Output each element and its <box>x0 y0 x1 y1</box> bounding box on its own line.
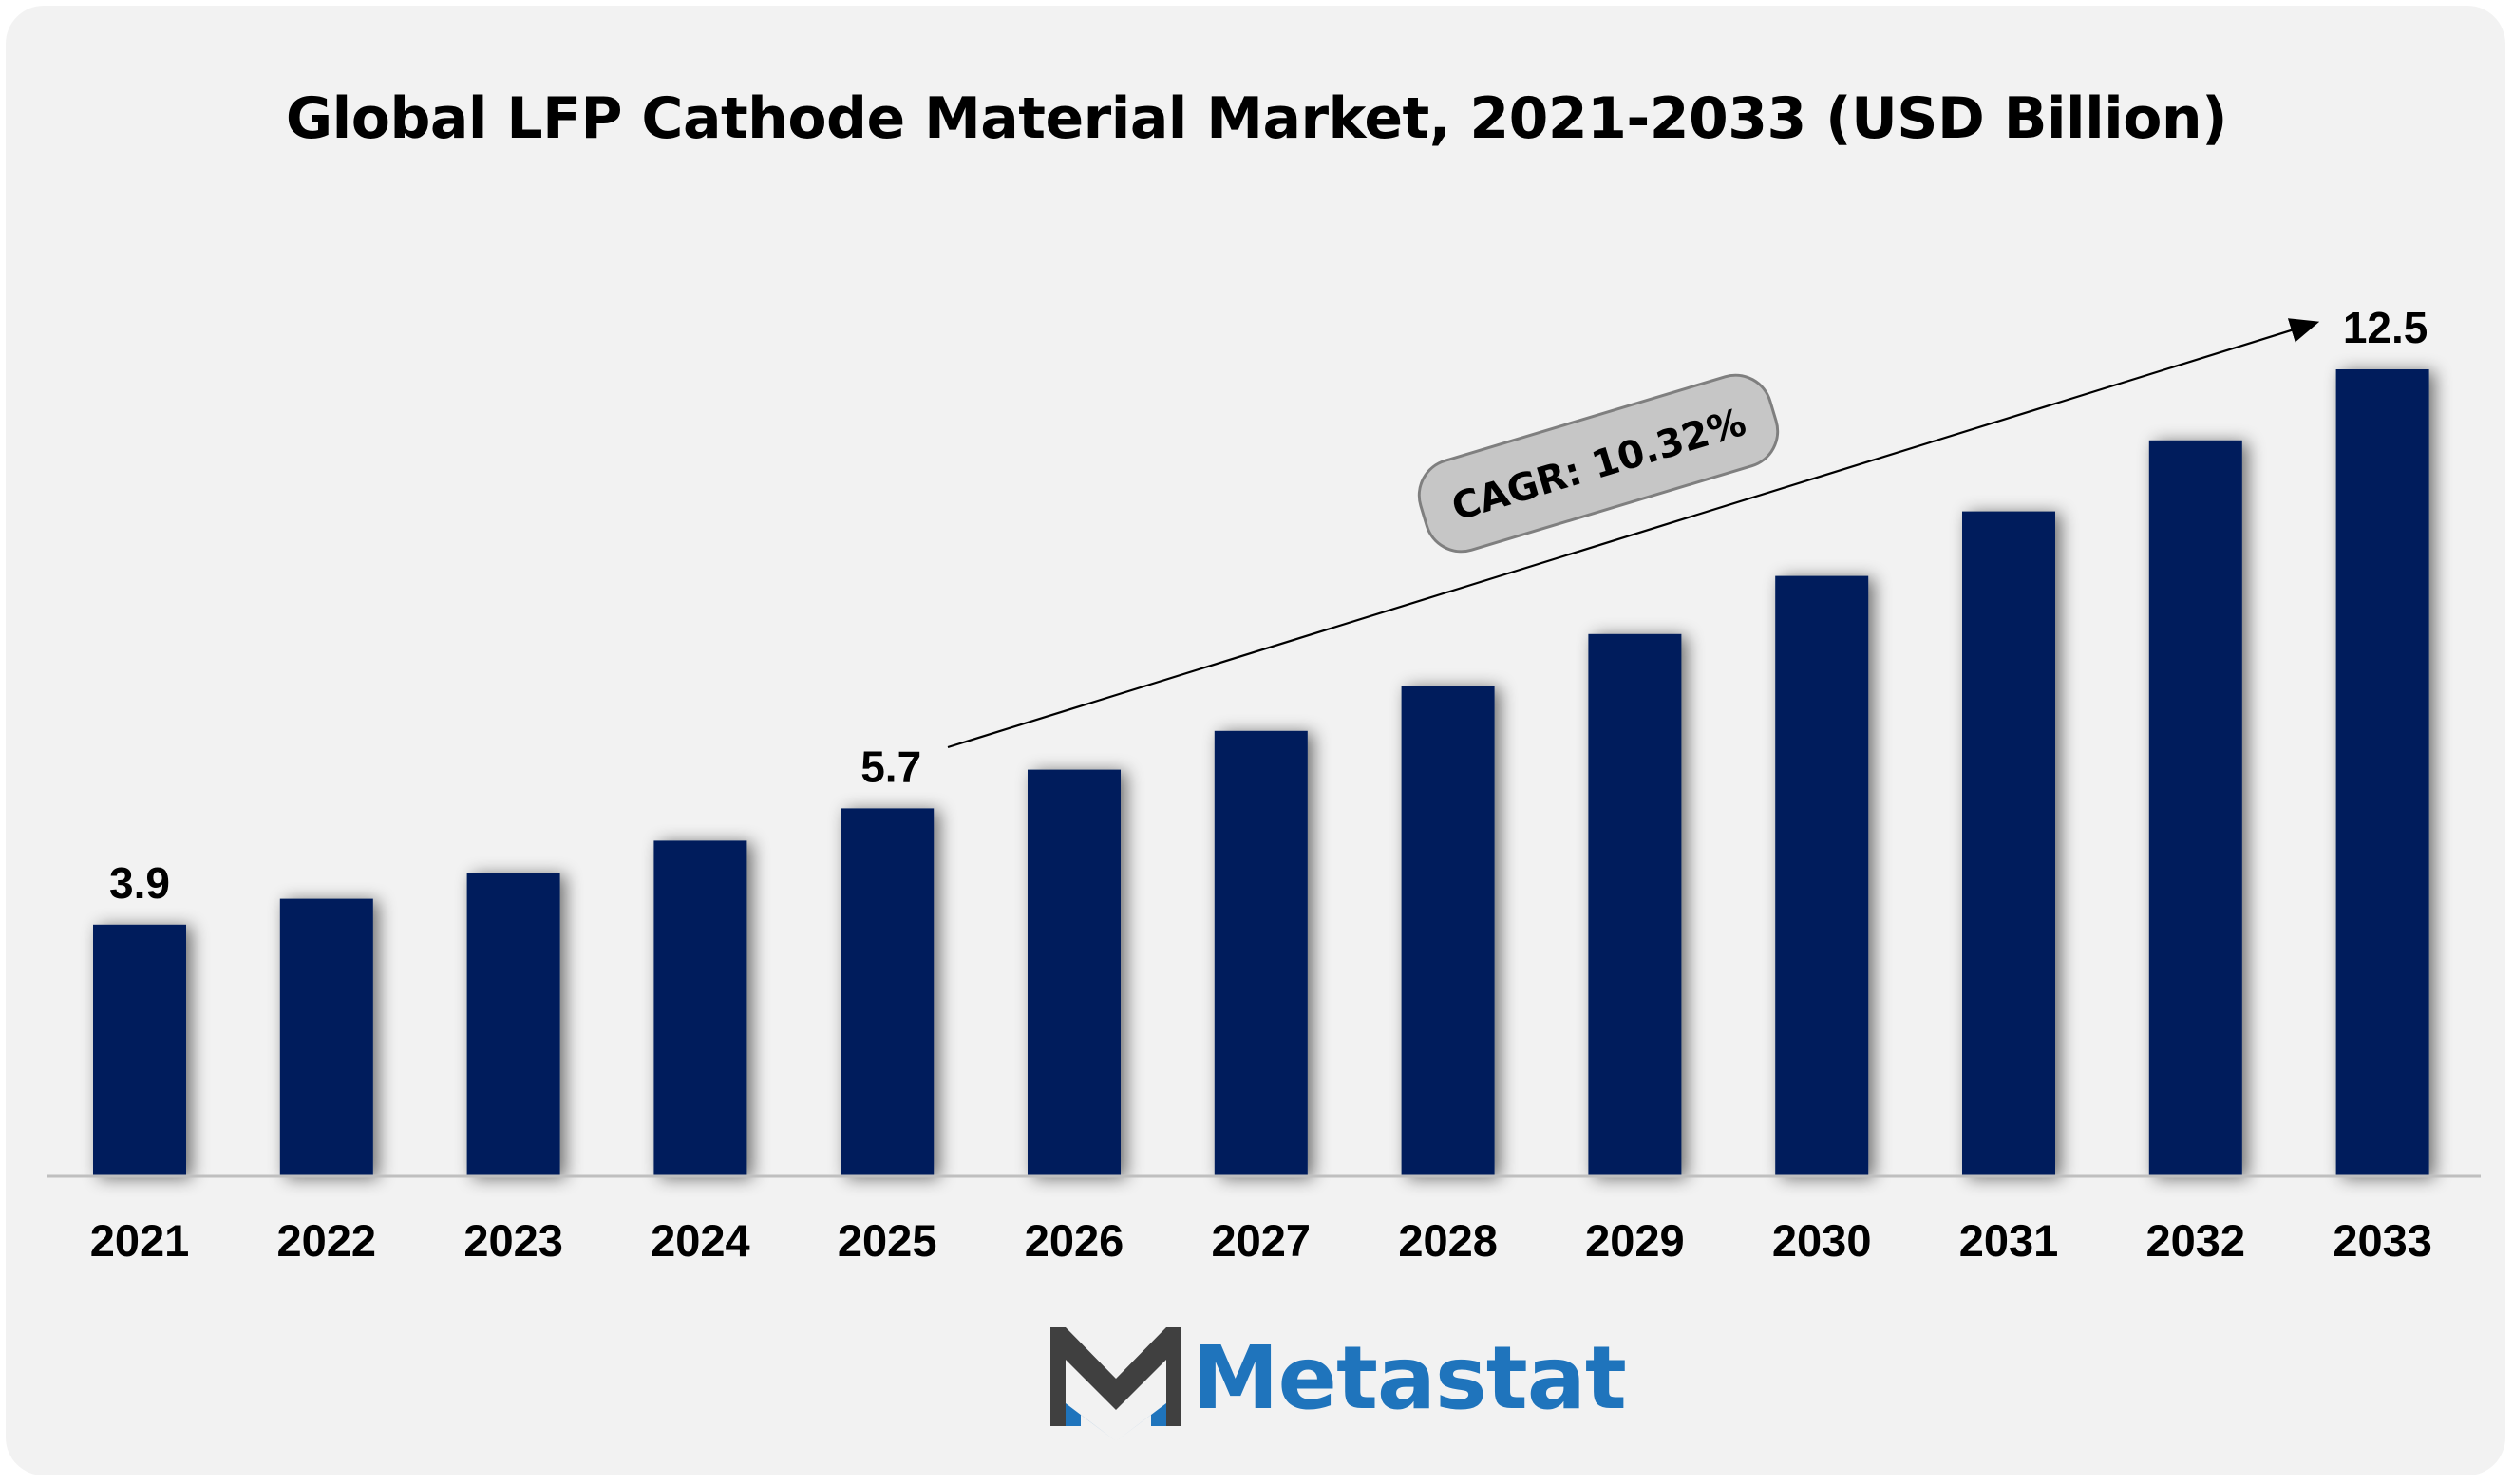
chart-title: Global LFP Cathode Material Market, 2021… <box>285 85 2228 152</box>
bar-2028 <box>1401 686 1495 1176</box>
x-tick-label-2029: 2029 <box>1585 1215 1685 1266</box>
x-tick-label-2027: 2027 <box>1212 1215 1312 1266</box>
data-labels: 3.9 5.7 12.5 <box>109 303 2428 908</box>
bar-2030 <box>1775 575 1869 1176</box>
x-tick-label-2021: 2021 <box>90 1215 190 1266</box>
x-tick-label-2026: 2026 <box>1025 1215 1124 1266</box>
bar-2029 <box>1588 633 1682 1176</box>
x-tick-label-2024: 2024 <box>651 1215 750 1266</box>
bars-group <box>93 369 2429 1176</box>
bar-2024 <box>653 840 747 1176</box>
bar-2021 <box>93 924 186 1176</box>
x-tick-label-2025: 2025 <box>838 1215 937 1266</box>
cagr-callout: CAGR: 10.32% <box>1417 373 1780 554</box>
x-tick-labels: 2021 2022 2023 2024 2025 2026 2027 2028 2029 2030… <box>90 1215 2432 1266</box>
cagr-arrow <box>947 318 2320 749</box>
metastat-logo: Metastat <box>1045 1320 1627 1443</box>
x-tick-label-2032: 2032 <box>2146 1215 2246 1266</box>
bar-2031 <box>1962 511 2055 1176</box>
bar-2025 <box>841 808 935 1176</box>
x-tick-label-2030: 2030 <box>1772 1215 1872 1266</box>
bar-2023 <box>466 873 560 1176</box>
bar-2022 <box>279 898 373 1176</box>
x-tick-label-2031: 2031 <box>1959 1215 2059 1266</box>
bar-2032 <box>2148 440 2242 1176</box>
data-label-2021: 3.9 <box>109 858 170 908</box>
x-tick-label-2023: 2023 <box>463 1215 563 1266</box>
x-tick-label-2028: 2028 <box>1398 1215 1498 1266</box>
cagr-callout-box <box>1417 373 1780 554</box>
metastat-mark-icon <box>1050 1327 1181 1441</box>
x-tick-label-2033: 2033 <box>2333 1215 2432 1266</box>
data-label-2025: 5.7 <box>860 742 921 791</box>
bar-2033 <box>2335 369 2429 1176</box>
x-tick-label-2022: 2022 <box>277 1215 377 1266</box>
bar-2026 <box>1028 769 1121 1176</box>
metastat-wordmark: Metastat <box>1192 1327 1627 1429</box>
bar-2027 <box>1214 730 1308 1176</box>
data-label-2033: 12.5 <box>2343 303 2428 352</box>
